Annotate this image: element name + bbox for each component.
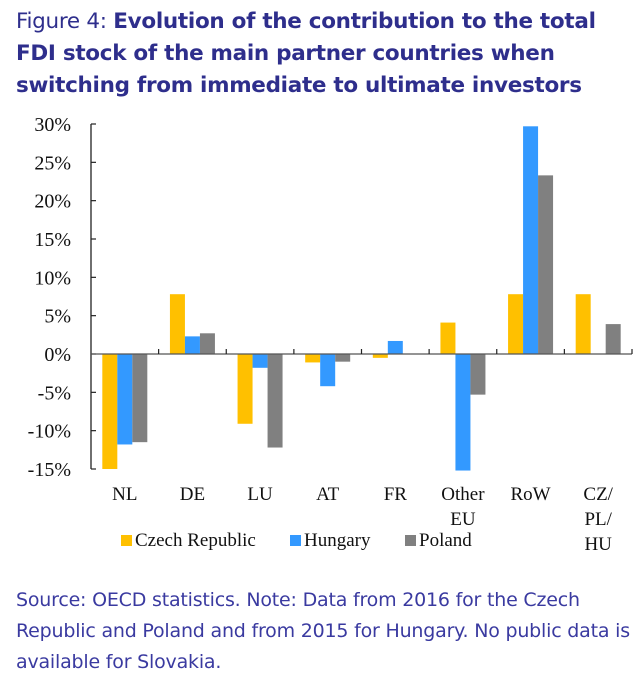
legend-swatch: [121, 535, 132, 546]
y-axis: 30% 25% 20% 15% 10% 5% 0% -5% -10% -15%: [28, 114, 96, 481]
figure-number: Figure 4:: [16, 9, 114, 34]
bar-poland-at: [335, 354, 351, 362]
legend-item-czech-republic: Czech Republic: [121, 530, 256, 551]
x-axis-labels: NL DE LU AT FR Other EU RoW CZ/PL/HU: [112, 484, 614, 555]
bar-czech-republic-row: [508, 294, 524, 354]
bar-czech-republic-cz-pl-hu: [575, 294, 591, 354]
x-tick-label: CZ/: [583, 484, 613, 505]
y-tick-label: 30%: [34, 114, 71, 136]
bar-hungary-de: [184, 336, 200, 354]
bar-poland-lu: [267, 354, 283, 448]
bar-hungary-lu: [252, 354, 268, 368]
x-tick-label: HU: [584, 534, 612, 555]
bar-czech-republic-de: [169, 294, 185, 354]
figure-title: Figure 4: Evolution of the contribution …: [16, 6, 636, 102]
y-tick-label: -10%: [28, 421, 71, 443]
bar-hungary-row: [523, 126, 539, 354]
y-tick-label: -5%: [38, 382, 71, 404]
y-tick-label: 10%: [34, 267, 71, 289]
x-tick-label: DE: [180, 484, 205, 505]
bar-poland-nl: [132, 354, 148, 443]
legend-label: Poland: [419, 530, 472, 551]
y-tick-label: 25%: [34, 152, 71, 174]
y-tick-label: 15%: [34, 229, 71, 251]
bar-poland-other-eu: [470, 354, 486, 395]
bars: [102, 126, 621, 471]
bar-hungary-fr: [387, 340, 403, 354]
legend-item-poland: Poland: [405, 530, 472, 551]
bar-hungary-other-eu: [455, 354, 471, 471]
legend-swatch: [405, 535, 416, 546]
x-tick-label: RoW: [511, 484, 551, 505]
x-tick-label: EU: [450, 509, 476, 530]
x-tick-label: LU: [247, 484, 273, 505]
figure-title-text: Evolution of the contribution to the tot…: [16, 9, 596, 98]
bar-poland-row: [538, 175, 554, 354]
bar-czech-republic-at: [305, 354, 321, 363]
x-tick-label: PL/: [584, 509, 612, 530]
x-tick-label: NL: [112, 484, 137, 505]
legend-label: Czech Republic: [135, 530, 256, 551]
source-note: Source: OECD statistics. Note: Data from…: [16, 589, 630, 673]
bar-czech-republic-nl: [102, 354, 118, 469]
x-tick-label: FR: [384, 484, 408, 505]
bar-poland-cz-pl-hu: [605, 324, 621, 354]
bar-poland-de: [199, 333, 215, 354]
legend-swatch: [290, 535, 301, 546]
bar-hungary-at: [320, 354, 336, 387]
bar-czech-republic-fr: [372, 354, 388, 358]
bar-czech-republic-lu: [237, 354, 253, 424]
x-axis: [91, 349, 633, 355]
y-tick-label: 20%: [34, 191, 71, 213]
bar-chart: 30% 25% 20% 15% 10% 5% 0% -5% -10% -15% NL DE LU AT F…: [28, 114, 633, 555]
x-tick-label: Other: [441, 484, 485, 505]
bar-czech-republic-other-eu: [440, 322, 456, 354]
y-tick-label: -15%: [28, 459, 71, 481]
legend: Czech Republic Hungary Poland: [121, 530, 472, 551]
x-tick-label: AT: [316, 484, 340, 505]
bar-hungary-nl: [117, 354, 133, 445]
y-tick-label: 0%: [44, 344, 71, 366]
legend-item-hungary: Hungary: [290, 530, 371, 551]
legend-label: Hungary: [304, 530, 371, 551]
y-tick-label: 5%: [44, 306, 71, 328]
